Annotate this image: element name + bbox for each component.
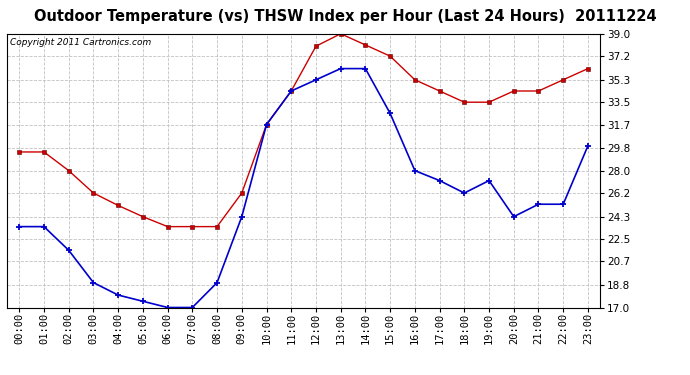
Text: Copyright 2011 Cartronics.com: Copyright 2011 Cartronics.com xyxy=(10,38,151,47)
Text: Outdoor Temperature (vs) THSW Index per Hour (Last 24 Hours)  20111224: Outdoor Temperature (vs) THSW Index per … xyxy=(34,9,656,24)
